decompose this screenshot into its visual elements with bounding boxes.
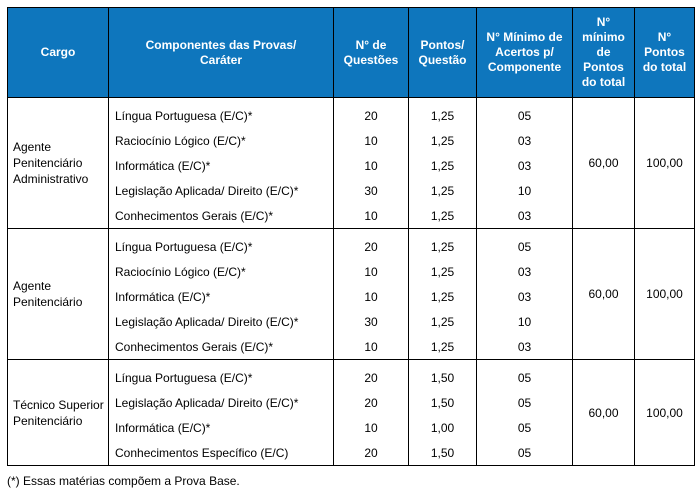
componentes-cell: Língua Portuguesa (E/C)* Legislação Apli… [108, 359, 334, 466]
pontos-value: 1,50 [430, 395, 455, 410]
col-header-min-acertos: N° Mínimo de Acertos p/ Componente [476, 7, 573, 98]
component-name: Conhecimentos Gerais (E/C)* [115, 208, 274, 223]
acertos-value: 05 [517, 420, 532, 435]
component-name: Legislação Aplicada/ Direito (E/C)* [115, 395, 299, 410]
acertos-value: 03 [517, 264, 532, 279]
pontos-value: 1,25 [430, 239, 455, 254]
acertos-value: 05 [517, 445, 532, 460]
questoes-cell: 20 10 10 30 10 [333, 228, 409, 360]
pontos-value: 1,25 [430, 158, 455, 173]
questoes-value: 20 [364, 108, 378, 123]
component-name: Legislação Aplicada/ Direito (E/C)* [115, 314, 299, 329]
document-page: Cargo Componentes das Provas/ Caráter N°… [7, 7, 695, 488]
col-header-num-questoes: N° de Questões [333, 7, 409, 98]
acertos-value: 03 [517, 158, 532, 173]
footnote: (*) Essas matérias compõem a Prova Base. [7, 474, 240, 488]
min-pontos-total-cell: 60,00 [572, 97, 635, 229]
pontos-questao-cell: 1,25 1,25 1,25 1,25 1,25 [408, 228, 477, 360]
questoes-value: 10 [364, 133, 378, 148]
component-name: Raciocínio Lógico (E/C)* [115, 264, 246, 279]
componentes-cell: Língua Portuguesa (E/C)* Raciocínio Lógi… [108, 97, 334, 229]
pontos-value: 1,00 [430, 420, 455, 435]
component-name: Informática (E/C)* [115, 158, 211, 173]
acertos-value: 03 [517, 133, 532, 148]
acertos-value: 10 [517, 314, 532, 329]
questoes-value: 20 [364, 395, 378, 410]
col-header-num-pontos-total: N° Pontos do total [634, 7, 695, 98]
component-name: Língua Portuguesa (E/C)* [115, 239, 253, 254]
table-row-tecnico-superior-penitenciario: Técnico Superior Penitenciário Língua Po… [7, 359, 695, 466]
pontos-value: 1,25 [430, 339, 455, 354]
pontos-total-cell: 100,00 [634, 97, 695, 229]
pontos-value: 1,25 [430, 289, 455, 304]
pontos-value: 1,50 [430, 445, 455, 460]
cargo-cell: Agente Penitenciário Administrativo [7, 97, 109, 229]
col-header-pontos-questao: Pontos/ Questão [408, 7, 477, 98]
componentes-cell: Língua Portuguesa (E/C)* Raciocínio Lógi… [108, 228, 334, 360]
pontos-questao-cell: 1,50 1,50 1,00 1,50 [408, 359, 477, 466]
acertos-value: 10 [517, 183, 532, 198]
cargo-cell: Agente Penitenciário [7, 228, 109, 360]
acertos-value: 05 [517, 239, 532, 254]
questoes-value: 10 [364, 208, 378, 223]
acertos-value: 05 [517, 370, 532, 385]
component-name: Conhecimentos Gerais (E/C)* [115, 339, 274, 354]
questoes-value: 10 [364, 289, 378, 304]
acertos-cell: 05 05 05 05 [476, 359, 573, 466]
exam-components-table: Cargo Componentes das Provas/ Caráter N°… [7, 7, 695, 466]
component-name: Informática (E/C)* [115, 420, 211, 435]
component-name: Conhecimentos Específico (E/C) [115, 445, 289, 460]
pontos-value: 1,25 [430, 108, 455, 123]
acertos-cell: 05 03 03 10 03 [476, 97, 573, 229]
cargo-cell: Técnico Superior Penitenciário [7, 359, 109, 466]
pontos-total-cell: 100,00 [634, 359, 695, 466]
component-name: Informática (E/C)* [115, 289, 211, 304]
questoes-value: 10 [364, 264, 378, 279]
header-row: Cargo Componentes das Provas/ Caráter N°… [7, 7, 695, 98]
pontos-value: 1,25 [430, 264, 455, 279]
min-pontos-total-cell: 60,00 [572, 228, 635, 360]
questoes-value: 10 [364, 339, 378, 354]
col-header-min-pontos-total: N° mínimo de Pontos do total [572, 7, 635, 98]
component-name: Língua Portuguesa (E/C)* [115, 108, 253, 123]
table-row-agente-penitenciario: Agente Penitenciário Língua Portuguesa (… [7, 228, 695, 360]
col-header-cargo: Cargo [7, 7, 109, 98]
table-header: Cargo Componentes das Provas/ Caráter N°… [7, 7, 695, 98]
min-pontos-total-cell: 60,00 [572, 359, 635, 466]
pontos-value: 1,50 [430, 370, 455, 385]
questoes-value: 30 [364, 314, 378, 329]
pontos-value: 1,25 [430, 314, 455, 329]
pontos-questao-cell: 1,25 1,25 1,25 1,25 1,25 [408, 97, 477, 229]
acertos-value: 05 [517, 395, 532, 410]
component-name: Legislação Aplicada/ Direito (E/C)* [115, 183, 299, 198]
questoes-value: 20 [364, 239, 378, 254]
questoes-value: 20 [364, 370, 378, 385]
component-name: Raciocínio Lógico (E/C)* [115, 133, 246, 148]
table-row-agente-penitenciario-administrativo: Agente Penitenciário Administrativo Líng… [7, 97, 695, 229]
questoes-value: 20 [364, 445, 378, 460]
col-header-componentes: Componentes das Provas/ Caráter [108, 7, 334, 98]
acertos-value: 03 [517, 208, 532, 223]
questoes-value: 10 [364, 158, 378, 173]
pontos-value: 1,25 [430, 183, 455, 198]
pontos-total-cell: 100,00 [634, 228, 695, 360]
component-name: Língua Portuguesa (E/C)* [115, 370, 253, 385]
questoes-cell: 20 20 10 20 [333, 359, 409, 466]
acertos-cell: 05 03 03 10 03 [476, 228, 573, 360]
acertos-value: 03 [517, 339, 532, 354]
acertos-value: 05 [517, 108, 532, 123]
pontos-value: 1,25 [430, 133, 455, 148]
acertos-value: 03 [517, 289, 532, 304]
questoes-value: 30 [364, 183, 378, 198]
questoes-value: 10 [364, 420, 378, 435]
questoes-cell: 20 10 10 30 10 [333, 97, 409, 229]
pontos-value: 1,25 [430, 208, 455, 223]
